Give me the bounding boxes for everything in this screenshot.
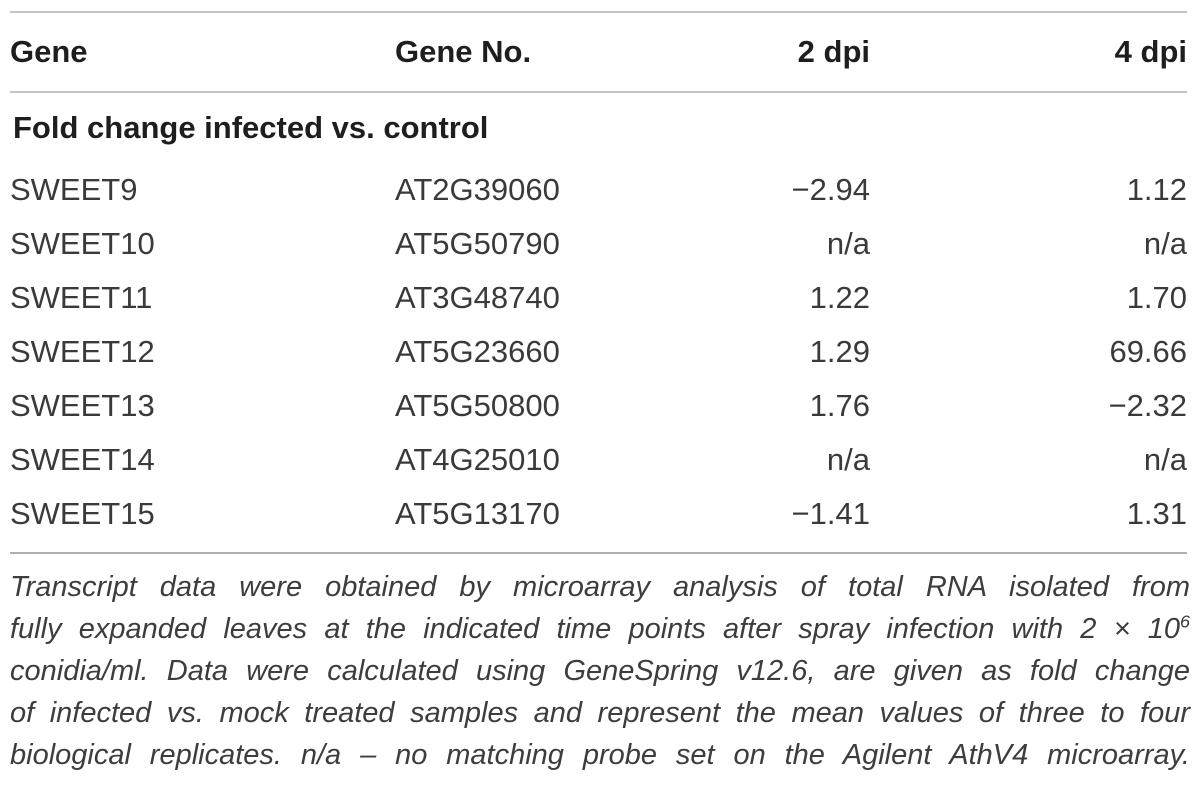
gene-number: AT5G50790 (395, 226, 560, 261)
gene-name: SWEET15 (10, 496, 155, 531)
table-footnote: Transcript data were obtained by microar… (10, 566, 1190, 776)
footnote-text: conidia/ml. Data were calculated using G… (10, 655, 1190, 687)
gene-number: AT5G23660 (395, 334, 560, 369)
section-header-label: Fold change infected vs. control (13, 110, 489, 145)
gene-expression-table: Gene Gene No. 2 dpi 4 dpi Fold change in… (10, 11, 1187, 554)
gene-name: SWEET9 (10, 172, 138, 207)
value-4dpi: 1.70 (1126, 280, 1188, 315)
value-2dpi: 1.22 (809, 280, 870, 315)
bottom-rule (10, 552, 1187, 554)
table-row: SWEET12 AT5G23660 1.29 69.66 (10, 325, 1187, 379)
table-row: SWEET11 AT3G48740 1.22 1.70 (10, 271, 1187, 325)
value-2dpi: n/a (826, 226, 870, 261)
gene-name: SWEET13 (10, 388, 155, 423)
value-2dpi: 1.76 (809, 388, 870, 423)
gene-number: AT3G48740 (395, 280, 560, 315)
table-row: SWEET15 AT5G13170 −1.41 1.31 (10, 487, 1187, 541)
gene-number: AT4G25010 (395, 442, 560, 477)
footnote-line: of infected vs. mock treated samples and… (10, 692, 1190, 734)
footnote-line: fully expanded leaves at the indicated t… (10, 608, 1190, 650)
fold-change-table-body: Fold change infected vs. control SWEET9 … (10, 93, 1187, 541)
gene-name: SWEET10 (10, 226, 155, 261)
gene-name: SWEET11 (10, 280, 153, 315)
table-row: SWEET14 AT4G25010 n/a n/a (10, 433, 1187, 487)
value-2dpi: 1.29 (809, 334, 870, 369)
table-bottom-spacer (10, 541, 1187, 552)
footnote-text: Transcript data were obtained by microar… (10, 571, 1190, 603)
gene-number: AT5G13170 (395, 496, 560, 531)
fold-change-table: Gene Gene No. 2 dpi 4 dpi (10, 13, 1187, 91)
value-4dpi: −2.32 (1108, 388, 1188, 423)
footnote-text: fully expanded leaves at the indicated t… (10, 613, 1180, 645)
footnote-line: Transcript data were obtained by microar… (10, 566, 1190, 608)
gene-number: AT5G50800 (395, 388, 560, 423)
top-rule (10, 11, 1187, 13)
value-4dpi: 1.12 (1126, 172, 1188, 207)
table-row: SWEET9 AT2G39060 −2.94 1.12 (10, 163, 1187, 217)
value-2dpi: −2.94 (791, 172, 870, 207)
value-2dpi: n/a (826, 442, 870, 477)
gene-number: AT2G39060 (395, 172, 560, 207)
value-4dpi: n/a (1143, 442, 1188, 477)
column-header-4dpi: 4 dpi (1114, 34, 1187, 69)
footnote-text: biological replicates. n/a – no matching… (10, 739, 1190, 771)
section-header-row: Fold change infected vs. control (10, 93, 1187, 163)
footnote-line: conidia/ml. Data were calculated using G… (10, 650, 1190, 692)
column-header-gene: Gene (10, 34, 88, 69)
header-rule (10, 91, 1187, 93)
column-header-gene-no: Gene No. (395, 34, 532, 69)
gene-name: SWEET14 (10, 442, 155, 477)
footnote-text: of infected vs. mock treated samples and… (10, 697, 1190, 729)
table-row: SWEET10 AT5G50790 n/a n/a (10, 217, 1187, 271)
column-header-2dpi: 2 dpi (797, 34, 870, 69)
footnote-superscript: 6 (1180, 611, 1190, 632)
gene-name: SWEET12 (10, 334, 155, 369)
table-row: SWEET13 AT5G50800 1.76 −2.32 (10, 379, 1187, 433)
table-header-row: Gene Gene No. 2 dpi 4 dpi (10, 13, 1187, 91)
value-4dpi: 1.31 (1126, 496, 1188, 531)
value-4dpi: n/a (1143, 226, 1188, 261)
value-2dpi: −1.41 (791, 496, 870, 531)
value-4dpi: 69.66 (1109, 334, 1188, 369)
footnote-line: biological replicates. n/a – no matching… (10, 734, 1190, 776)
